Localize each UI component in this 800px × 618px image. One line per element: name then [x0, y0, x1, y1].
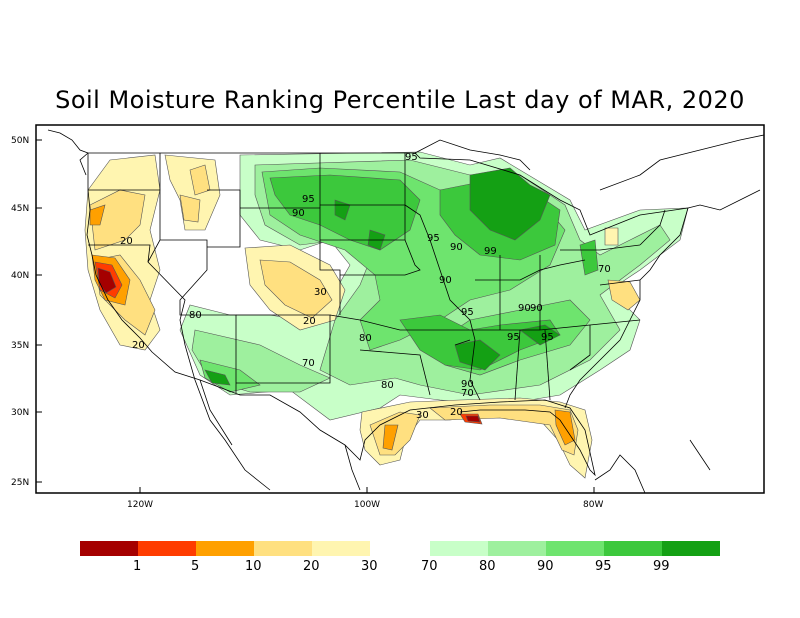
legend-label: 95 — [595, 559, 612, 574]
lon-tick-label: 120W — [127, 500, 153, 510]
legend-swatch — [138, 541, 196, 556]
legend-swatch — [312, 541, 370, 556]
legend-swatch — [488, 541, 546, 556]
contour-label: 95 — [302, 194, 315, 205]
wet-anomaly-region — [179, 151, 689, 421]
longitude-axis: 120W 100W 80W — [127, 487, 603, 510]
lat-tick-label: 50N — [11, 136, 29, 146]
legend-swatch — [662, 541, 720, 556]
lat-tick-label: 35N — [11, 341, 29, 351]
legend-swatch — [254, 541, 312, 556]
dry-legend: 1 5 10 20 30 — [80, 541, 378, 574]
contour-label: 80 — [189, 310, 202, 321]
legend-label: 20 — [303, 559, 320, 574]
legend-label: 80 — [479, 559, 496, 574]
coastlines — [47, 129, 764, 493]
legend-label: 90 — [537, 559, 554, 574]
contour-label: 90 — [292, 208, 305, 219]
contour-label: 90 — [450, 242, 463, 253]
contour-label: 80 — [359, 333, 372, 344]
lat-tick-label: 30N — [11, 408, 29, 418]
legend-swatch — [430, 541, 488, 556]
contour-label: 80 — [381, 380, 394, 391]
contour-label: 30 — [416, 410, 429, 421]
legend-label: 99 — [653, 559, 670, 574]
contour-label: 70 — [302, 358, 315, 369]
legend-swatch — [546, 541, 604, 556]
legend-label: 10 — [245, 559, 262, 574]
lat-tick-label: 40N — [11, 271, 29, 281]
map-title: Soil Moisture Ranking Percentile Last da… — [55, 86, 745, 114]
contour-label: 90 — [518, 303, 531, 314]
contour-label: 20 — [120, 236, 133, 247]
contour-label: 30 — [314, 287, 327, 298]
map-body: 95 95 90 95 90 99 90 90 30 20 80 95 95 9… — [47, 129, 764, 493]
lon-tick-label: 80W — [583, 500, 603, 510]
contour-label: 70 — [598, 264, 611, 275]
contour-label: 90 — [439, 275, 452, 286]
contour-label: 20 — [303, 316, 316, 327]
color-legend: 1 5 10 20 30 70 80 90 95 99 — [80, 541, 720, 574]
contour-label: 20 — [132, 340, 145, 351]
legend-swatch — [80, 541, 138, 556]
state-borders — [86, 152, 689, 477]
legend-label: 30 — [361, 559, 378, 574]
legend-label: 70 — [421, 559, 438, 574]
contour-label: 90 — [461, 379, 474, 390]
contour-label: 95 — [405, 152, 418, 163]
legend-label: 5 — [191, 559, 199, 574]
contour-label: 95 — [507, 332, 520, 343]
contour-label: 99 — [484, 246, 497, 257]
contour-label: 95 — [427, 233, 440, 244]
contour-label: 20 — [450, 407, 463, 418]
contour-labels: 95 95 90 95 90 99 90 90 30 20 80 95 95 9… — [120, 152, 611, 421]
lat-tick-label: 25N — [11, 478, 29, 488]
contour-label: 95 — [541, 332, 554, 343]
latitude-axis: 50N 45N 40N 35N 30N 25N — [11, 136, 42, 488]
lat-tick-label: 45N — [11, 204, 29, 214]
contour-label: 70 — [461, 388, 474, 399]
legend-swatch — [604, 541, 662, 556]
wet-legend: 70 80 90 95 99 — [421, 541, 720, 574]
contour-label: 95 — [461, 307, 474, 318]
legend-swatch — [196, 541, 254, 556]
lon-tick-label: 100W — [354, 500, 380, 510]
legend-label: 1 — [133, 559, 141, 574]
contour-label: 90 — [530, 303, 543, 314]
